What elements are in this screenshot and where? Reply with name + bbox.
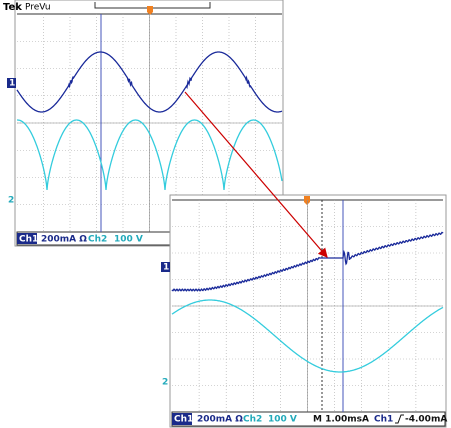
ch1-marker: 1 bbox=[9, 79, 15, 89]
ch2-marker: 2 bbox=[162, 378, 168, 388]
scope-frame bbox=[169, 194, 447, 428]
ch2-label: Ch2 bbox=[243, 415, 262, 425]
ch2-trace bbox=[171, 299, 444, 373]
ch2-trace bbox=[17, 119, 283, 191]
ch1-marker: 1 bbox=[163, 263, 169, 273]
slope-icon bbox=[395, 414, 404, 424]
ch2-scale: 100 V bbox=[268, 415, 297, 425]
timebase: M 1.00ms bbox=[313, 415, 362, 425]
trigger-mode: A bbox=[362, 415, 369, 425]
ch1-badge bbox=[17, 233, 37, 244]
scope-1: Tek PreVu Ch1 200mA Ω Ch2 100 V 1 2 bbox=[3, 0, 284, 247]
trigger-source: Ch1 bbox=[374, 415, 393, 425]
ch1-marker-box bbox=[7, 78, 16, 88]
brand: Tek bbox=[3, 2, 22, 13]
ch1-trace bbox=[171, 231, 444, 292]
ch1-label: Ch1 bbox=[174, 415, 193, 425]
ch2-label: Ch2 bbox=[88, 235, 107, 245]
ch1-scale: 200mA Ω bbox=[41, 235, 87, 245]
ch1-marker-box bbox=[161, 262, 170, 272]
mode: PreVu bbox=[25, 3, 51, 13]
ch1-label: Ch1 bbox=[19, 235, 38, 245]
ch1-trace bbox=[16, 51, 283, 113]
ch2-marker: 2 bbox=[8, 196, 14, 206]
scope-2: Ch1 200mA Ω Ch2 100 V M 1.00ms A Ch1 -4.… bbox=[161, 194, 447, 428]
trigger-level: -4.00mA bbox=[405, 415, 447, 425]
zoom-arrow bbox=[184, 91, 328, 258]
trigger-marker bbox=[147, 6, 153, 15]
trigger-marker bbox=[304, 196, 310, 205]
ch2-scale: 100 V bbox=[114, 235, 143, 245]
ch1-badge bbox=[172, 413, 192, 425]
ch1-scale: 200mA Ω bbox=[197, 415, 243, 425]
